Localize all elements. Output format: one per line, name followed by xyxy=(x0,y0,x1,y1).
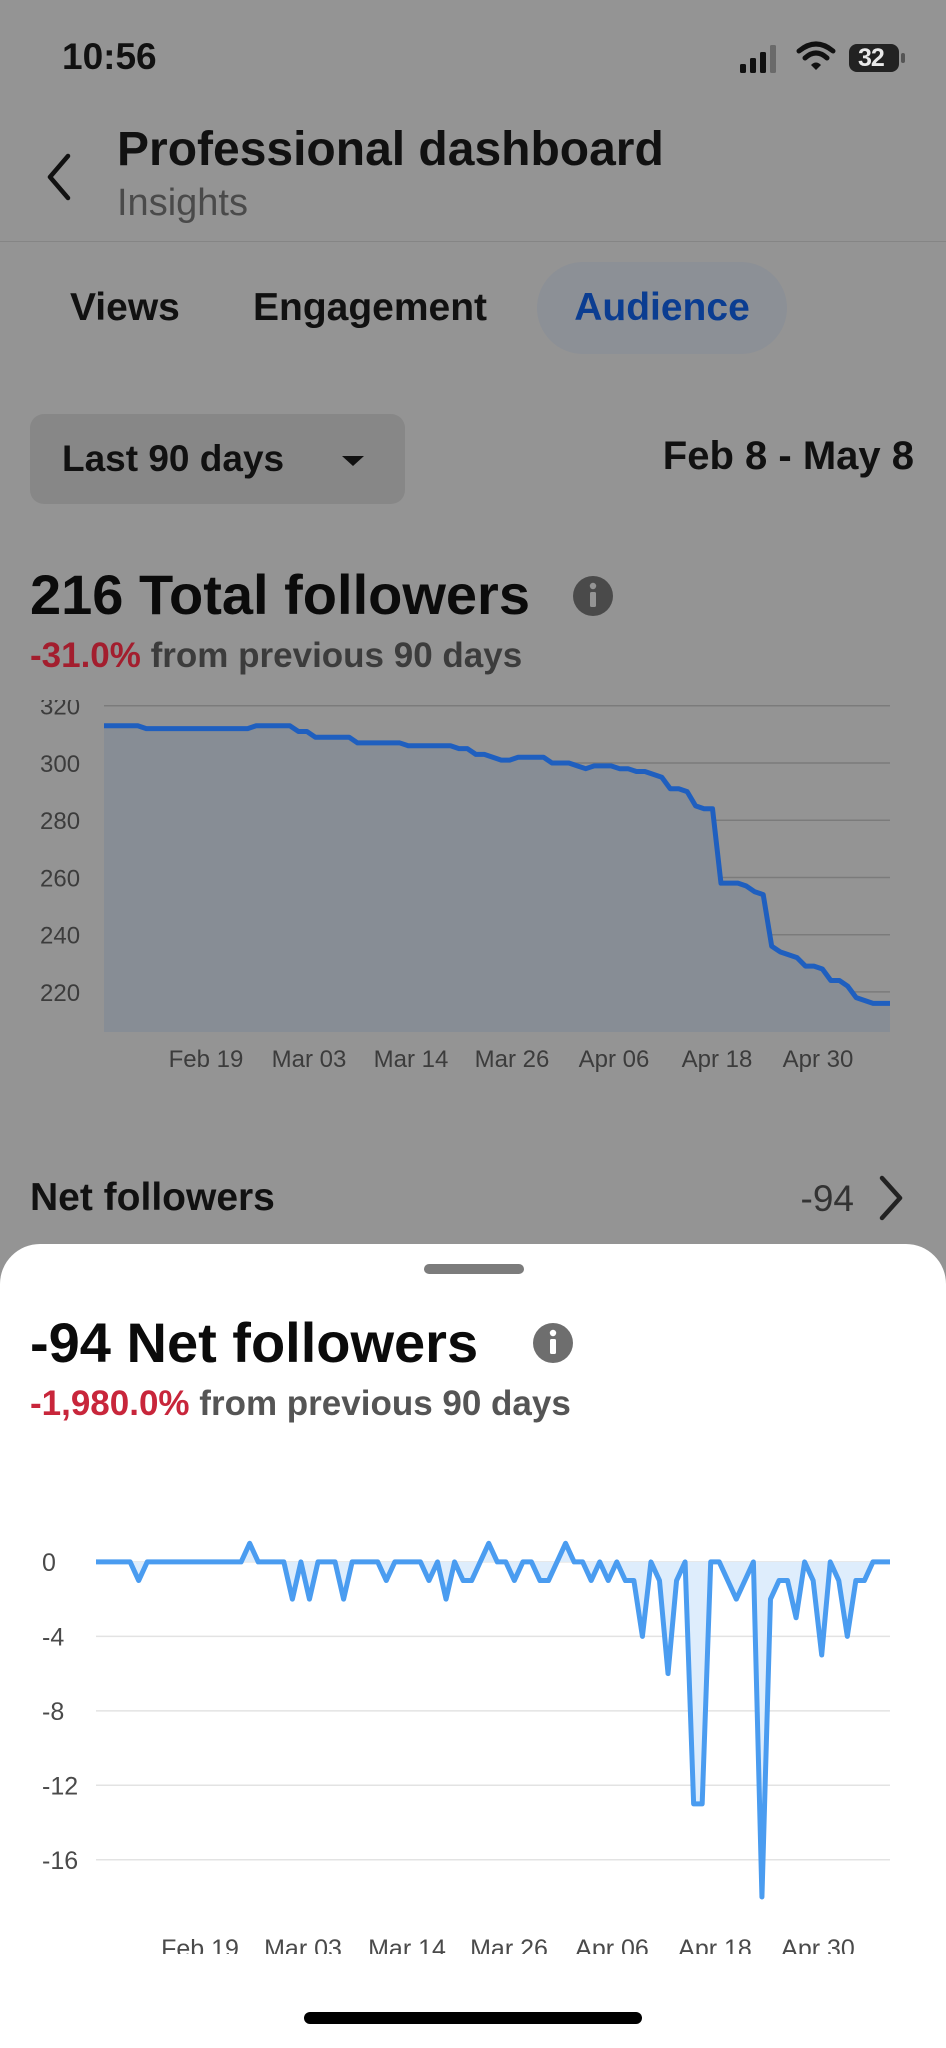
date-range-dropdown[interactable]: Last 90 days xyxy=(30,414,405,504)
x-tick-label: Apr 06 xyxy=(575,1935,649,1954)
x-tick-label: Apr 30 xyxy=(783,1046,854,1073)
y-tick-label: 300 xyxy=(40,751,80,778)
net-followers-change: -1,980.0% from previous 90 days xyxy=(30,1384,571,1424)
net-change-suffix: from previous 90 days xyxy=(199,1384,571,1423)
status-bar: 10:56 32 xyxy=(0,0,946,110)
series-area xyxy=(104,725,890,1032)
tab-views[interactable]: Views xyxy=(70,286,180,329)
x-tick-label: Apr 06 xyxy=(579,1046,650,1073)
y-tick-label: 220 xyxy=(40,980,80,1007)
net-followers-chart: 0 -4 -8 -12 -16 Feb 19 Mar 03 Mar 14 Mar 26 Apr 0… xyxy=(42,1540,890,1954)
y-tick-label: -4 xyxy=(42,1623,64,1651)
tab-audience[interactable]: Audience xyxy=(537,262,787,354)
y-tick-label: 320 xyxy=(40,700,80,721)
page-header: Professional dashboard Insights xyxy=(0,110,946,242)
date-range-label: Last 90 days xyxy=(62,438,285,479)
x-tick-label: Mar 26 xyxy=(475,1046,550,1073)
x-tick-label: Mar 26 xyxy=(470,1935,548,1954)
x-tick-label: Mar 14 xyxy=(368,1935,446,1954)
net-followers-sheet: -94 Net followers -1,980.0% from previou… xyxy=(0,1244,946,2048)
y-tick-label: 0 xyxy=(42,1549,56,1577)
net-change-percent: -1,980.0% xyxy=(30,1384,190,1423)
sheet-drag-handle[interactable] xyxy=(424,1264,524,1274)
net-followers-row[interactable]: Net followers -94 xyxy=(0,1160,946,1240)
chevron-right-icon xyxy=(879,1175,903,1221)
x-tick-label: Mar 03 xyxy=(264,1935,342,1954)
back-arrow-icon[interactable] xyxy=(40,148,80,206)
info-icon[interactable] xyxy=(532,1322,574,1364)
battery-icon xyxy=(849,44,905,72)
date-range-text: Feb 8 - May 8 xyxy=(662,434,914,478)
x-tick-label: Feb 19 xyxy=(161,1935,239,1954)
net-followers-title: -94 Net followers xyxy=(30,1311,479,1374)
y-tick-label: -12 xyxy=(42,1772,78,1800)
x-tick-label: Mar 03 xyxy=(272,1046,347,1073)
x-tick-label: Feb 19 xyxy=(169,1046,244,1073)
total-change-suffix: from previous 90 days xyxy=(150,636,523,675)
info-icon[interactable] xyxy=(572,575,614,617)
tab-bar: Views Engagement Audience xyxy=(0,262,946,354)
x-tick-label: Apr 18 xyxy=(678,1935,752,1954)
total-followers-change: -31.0% from previous 90 days xyxy=(30,636,522,676)
signal-icon xyxy=(740,45,776,73)
home-indicator xyxy=(304,2012,642,2024)
y-tick-label: -8 xyxy=(42,1698,64,1726)
status-time: 10:56 xyxy=(62,36,157,77)
net-followers-label: Net followers xyxy=(30,1176,275,1219)
y-tick-label: 260 xyxy=(40,865,80,892)
series-area xyxy=(96,1543,890,1897)
wifi-icon xyxy=(796,41,836,70)
y-tick-label: 280 xyxy=(40,808,80,835)
x-tick-label: Apr 18 xyxy=(682,1046,753,1073)
y-tick-label: 240 xyxy=(40,923,80,950)
x-tick-label: Mar 14 xyxy=(374,1046,449,1073)
caret-down-icon xyxy=(342,456,364,466)
tab-engagement[interactable]: Engagement xyxy=(253,286,488,329)
series-line xyxy=(96,1540,890,1900)
page-title: Professional dashboard xyxy=(117,123,664,176)
total-followers-chart: 220 240 260 280 300 320 Feb 19 Mar 03 Mar 14 Mar … xyxy=(40,700,890,1073)
x-tick-label: Apr 30 xyxy=(781,1935,855,1954)
page-subtitle: Insights xyxy=(117,182,248,224)
battery-level: 32 xyxy=(858,44,885,72)
total-change-percent: -31.0% xyxy=(30,636,141,675)
series-line xyxy=(104,723,890,1006)
total-followers-title: 216 Total followers xyxy=(30,563,530,626)
y-tick-label: -16 xyxy=(42,1847,78,1875)
net-followers-value: -94 xyxy=(800,1178,854,1219)
